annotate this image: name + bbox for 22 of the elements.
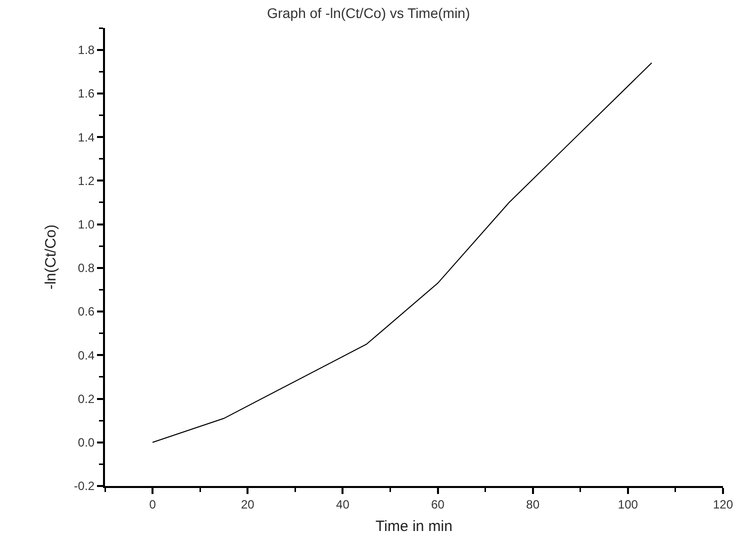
line-series — [152, 62, 652, 443]
y-tick-label: 1.4 — [78, 130, 95, 144]
x-tick-label: 80 — [526, 497, 540, 512]
x-axis-title: Time in min — [376, 518, 452, 535]
y-tick-label: 0.8 — [78, 261, 95, 276]
y-tick-label: 0.2 — [78, 392, 95, 406]
y-tick-label: 0.4 — [78, 348, 95, 362]
x-tick-label: 60 — [431, 497, 445, 512]
x-tick-label: 120 — [712, 497, 734, 512]
y-tick-label: 1.0 — [78, 217, 95, 232]
x-tick-label: 0 — [149, 497, 156, 512]
y-tick-label: 1.6 — [78, 86, 95, 101]
y-tick-label: 0.6 — [78, 304, 95, 319]
y-tick-label: 1.2 — [78, 174, 95, 188]
chart-title: Graph of -ln(Ct/Co) vs Time(min) — [266, 5, 470, 22]
y-tick-label: 1.8 — [78, 43, 95, 58]
x-tick-label: 40 — [336, 497, 350, 512]
x-tick-label: 20 — [240, 497, 255, 512]
y-tick-label: -0.2 — [74, 479, 95, 494]
y-axis-title: -ln(Ct/Co) — [42, 224, 60, 290]
y-tick-label: 0.0 — [78, 436, 95, 450]
x-tick-label: 100 — [618, 497, 638, 512]
